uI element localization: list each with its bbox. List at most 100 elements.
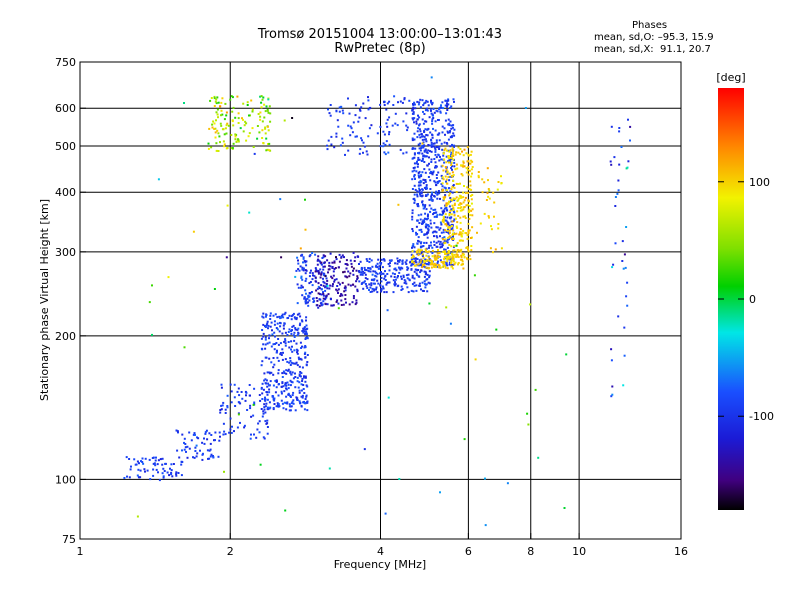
- data-point: [429, 244, 432, 247]
- data-point: [372, 282, 375, 285]
- data-point: [199, 449, 201, 452]
- data-point: [258, 394, 261, 396]
- data-point: [416, 258, 419, 260]
- data-point: [612, 263, 615, 266]
- data-point: [611, 393, 614, 396]
- data-point: [448, 122, 451, 125]
- data-point: [282, 327, 285, 330]
- data-point: [239, 127, 242, 130]
- data-point: [441, 176, 444, 179]
- data-point: [467, 210, 470, 213]
- data-point: [368, 257, 371, 260]
- data-point: [280, 390, 283, 393]
- data-point: [366, 278, 369, 281]
- data-point: [340, 255, 343, 258]
- data-point: [273, 348, 276, 351]
- data-point: [433, 215, 436, 218]
- data-point: [442, 219, 445, 221]
- data-point: [425, 233, 428, 236]
- data-point: [425, 250, 427, 252]
- data-point: [322, 294, 325, 297]
- data-point: [375, 275, 378, 278]
- data-point: [299, 341, 302, 344]
- data-point: [442, 251, 445, 253]
- data-point: [262, 388, 265, 391]
- data-point: [203, 437, 205, 440]
- data-point: [251, 127, 254, 130]
- data-point: [313, 274, 316, 277]
- data-point: [382, 142, 385, 145]
- data-point: [467, 229, 470, 232]
- data-point: [445, 204, 448, 207]
- data-point: [285, 372, 288, 375]
- data-point: [444, 229, 447, 232]
- data-point: [311, 284, 314, 287]
- data-point: [303, 260, 306, 262]
- data-point: [419, 106, 422, 109]
- data-point: [428, 282, 431, 285]
- chart-title: Tromsø 20151004 13:00:00–13:01:43: [257, 27, 503, 42]
- data-point: [273, 403, 276, 405]
- data-point: [425, 151, 428, 154]
- data-point: [440, 104, 442, 107]
- data-point: [301, 394, 304, 397]
- data-point: [447, 103, 450, 106]
- data-point: [348, 275, 351, 278]
- data-point: [420, 173, 423, 176]
- data-point: [443, 256, 446, 259]
- data-point: [301, 366, 304, 369]
- data-point: [613, 156, 616, 159]
- data-point: [348, 112, 351, 115]
- data-point: [362, 270, 365, 273]
- data-point: [222, 140, 225, 143]
- data-point: [249, 437, 252, 440]
- data-point: [344, 289, 347, 292]
- data-point: [445, 180, 447, 183]
- data-point: [452, 220, 455, 223]
- data-point: [467, 203, 469, 206]
- data-point: [172, 463, 175, 465]
- data-point: [157, 471, 159, 474]
- data-point: [410, 258, 413, 261]
- data-point: [463, 148, 466, 151]
- data-point: [266, 406, 269, 409]
- data-point: [322, 254, 325, 257]
- data-point: [434, 153, 437, 156]
- data-point: [438, 180, 441, 182]
- data-point: [464, 217, 467, 219]
- data-point: [365, 258, 368, 261]
- data-point: [123, 477, 126, 479]
- data-point: [399, 148, 402, 151]
- data-point: [300, 372, 303, 375]
- data-point: [447, 160, 450, 163]
- data-point: [326, 279, 329, 282]
- data-point: [207, 142, 210, 145]
- data-point: [447, 99, 450, 102]
- data-point: [376, 279, 379, 282]
- data-point: [433, 256, 436, 259]
- data-point: [125, 456, 128, 459]
- data-point: [304, 351, 307, 354]
- data-point: [215, 119, 217, 122]
- data-point: [414, 257, 417, 260]
- data-point: [276, 328, 279, 331]
- data-point: [412, 104, 415, 107]
- data-point: [264, 396, 266, 399]
- data-point: [462, 160, 465, 163]
- data-point: [447, 138, 450, 141]
- data-point: [415, 261, 418, 264]
- data-point: [445, 178, 448, 181]
- data-point: [438, 255, 440, 258]
- data-point: [325, 283, 328, 286]
- data-point: [449, 158, 452, 161]
- data-point: [406, 286, 409, 289]
- data-point: [269, 325, 272, 328]
- data-point: [426, 273, 429, 276]
- data-point: [416, 219, 419, 222]
- data-point: [345, 259, 348, 262]
- data-point: [500, 247, 503, 250]
- data-point: [447, 250, 450, 253]
- data-point: [269, 312, 272, 315]
- data-point: [279, 198, 282, 201]
- data-point: [412, 147, 415, 150]
